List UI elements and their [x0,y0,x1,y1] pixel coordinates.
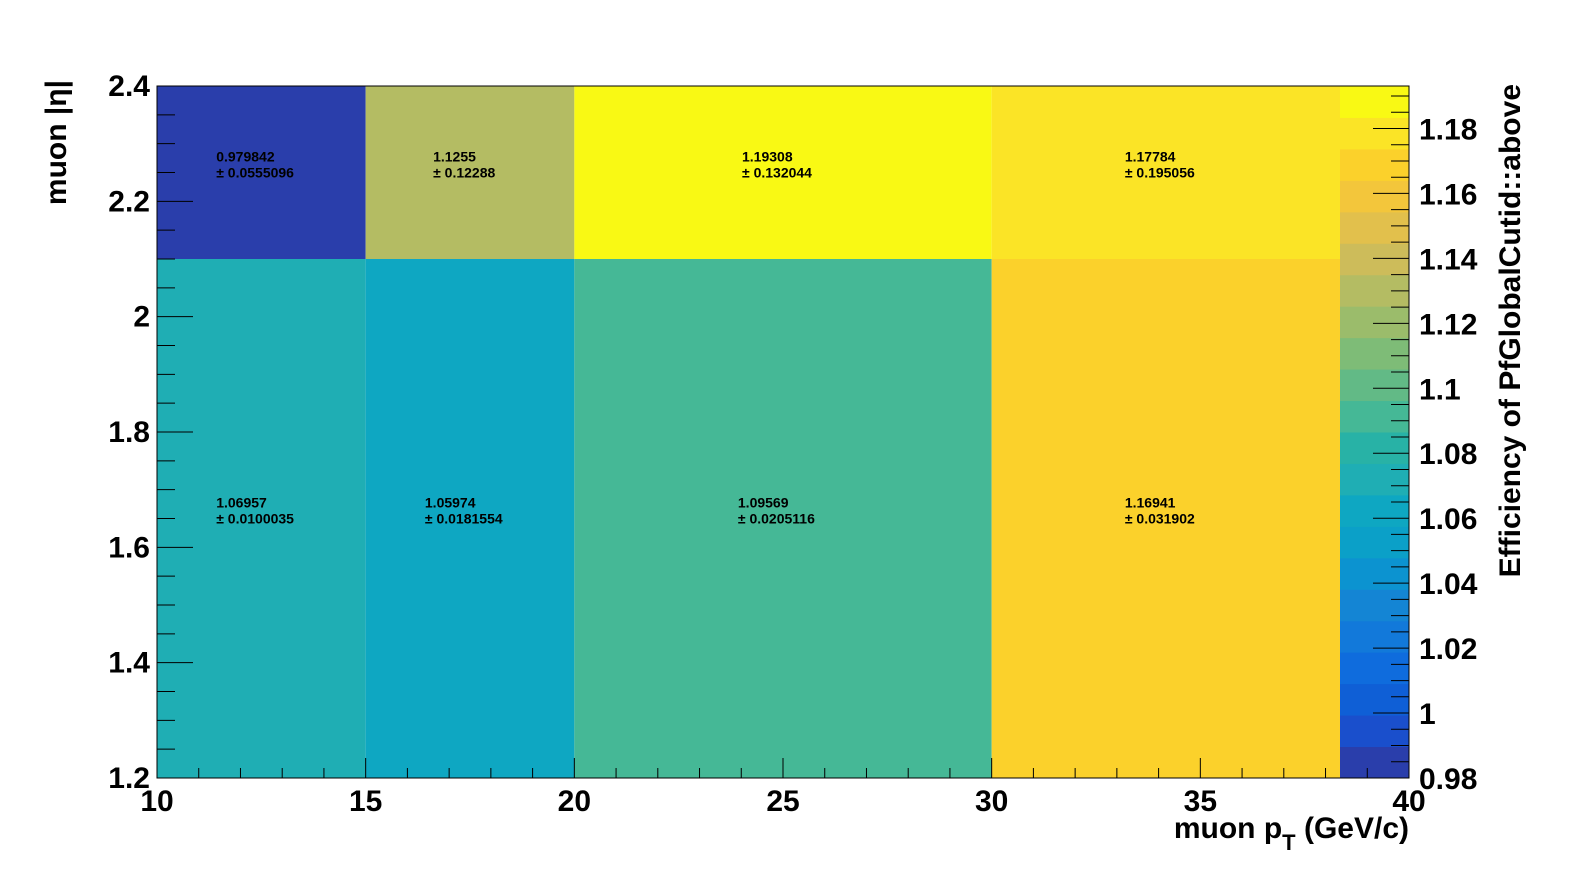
cell-value-label: 1.09569 [738,495,789,511]
x-tick-label: 40 [1392,785,1425,818]
x-tick-label: 35 [1184,785,1217,818]
x-tick-label: 25 [766,785,799,818]
y-tick-label: 1.2 [108,762,150,795]
z-tick-label: 1.18 [1419,113,1477,146]
heatmap-cell [365,86,575,259]
color-bar [1340,86,1409,779]
cell-error-label: ± 0.12288 [433,165,495,181]
color-bar-segment [1340,463,1409,496]
color-bar-segment [1340,589,1409,622]
cell-error-label: ± 0.0555096 [216,165,294,181]
cell-error-label: ± 0.031902 [1125,511,1195,527]
z-tick-label: 1.08 [1419,438,1477,471]
heatmap-cell [365,259,575,778]
cell-value-label: 1.17784 [1125,149,1176,165]
heatmap-cell [157,86,366,259]
cell-value-label: 1.1255 [433,149,476,165]
cell-value-label: 1.19308 [742,149,793,165]
color-bar-segment [1340,652,1409,685]
color-bar-segment [1340,148,1409,181]
x-tick-label: 10 [140,785,173,818]
heatmap-cell [991,86,1340,259]
cell-error-label: ± 0.0181554 [425,511,503,527]
heatmap-cell [574,259,992,778]
z-tick-label: 1.16 [1419,178,1477,211]
color-bar-segment [1340,369,1409,402]
color-bar-segment [1340,306,1409,339]
y-tick-label: 2.2 [108,185,150,218]
heatmap-cell [991,259,1340,778]
z-tick-label: 1.06 [1419,503,1477,536]
y-tick-label: 1.4 [108,647,150,680]
cell-error-label: ± 0.0205116 [738,511,815,527]
color-bar-segment [1340,557,1409,590]
x-tick-label: 15 [349,785,382,818]
x-tick-label: 30 [975,785,1008,818]
color-bar-segment [1340,400,1409,433]
z-tick-label: 1.02 [1419,633,1477,666]
y-tick-label: 1.8 [108,416,150,449]
color-bar-segment [1340,526,1409,559]
y-axis-title: muon |η| [40,80,73,205]
color-bar-segment [1340,117,1409,150]
z-tick-label: 1.14 [1419,243,1478,276]
color-bar-segment [1340,683,1409,716]
cell-value-label: 1.06957 [216,495,267,511]
z-tick-label: 1.04 [1419,568,1478,601]
y-tick-label: 1.6 [108,531,150,564]
heatmap-cell [574,86,992,259]
cell-error-label: ± 0.0100035 [216,511,294,527]
x-axis-title: muon pT (GeV/c) [1174,812,1409,855]
heatmap-cell [157,259,366,778]
y-tick-label: 2.4 [108,70,150,103]
z-tick-label: 1.1 [1419,373,1461,406]
z-axis-title: Efficiency of PfGlobalCutid::above [1494,84,1527,577]
cell-error-label: ± 0.195056 [1125,165,1195,181]
axes: 10 15 20 25 30 35 40 1.2 1.4 1.6 1.8 2 2.2 2.4 0.98 1 1.… [108,70,1477,818]
cell-error-label: ± 0.132044 [742,165,812,181]
color-bar-segment [1340,180,1409,213]
color-bar-segment [1340,746,1409,779]
z-tick-label: 0.98 [1419,763,1477,796]
color-bar-segment [1340,715,1409,748]
x-tick-label: 20 [558,785,591,818]
cell-value-label: 1.05974 [425,495,476,511]
cell-value-label: 1.16941 [1125,495,1176,511]
z-tick-label: 1.12 [1419,308,1477,341]
cell-labels: 0.979842± 0.0555096 1.1255± 0.12288 1.1930… [216,149,1195,527]
color-bar-segment [1340,494,1409,527]
z-tick-label: 1 [1419,698,1436,731]
y-tick-label: 2 [133,301,150,334]
heatmap-cells [157,86,1340,778]
color-bar-segment [1340,86,1409,118]
color-bar-segment [1340,211,1409,244]
cell-value-label: 0.979842 [216,149,275,165]
color-bar-segment [1340,337,1409,370]
color-bar-segment [1340,243,1409,276]
color-bar-segment [1340,620,1409,653]
